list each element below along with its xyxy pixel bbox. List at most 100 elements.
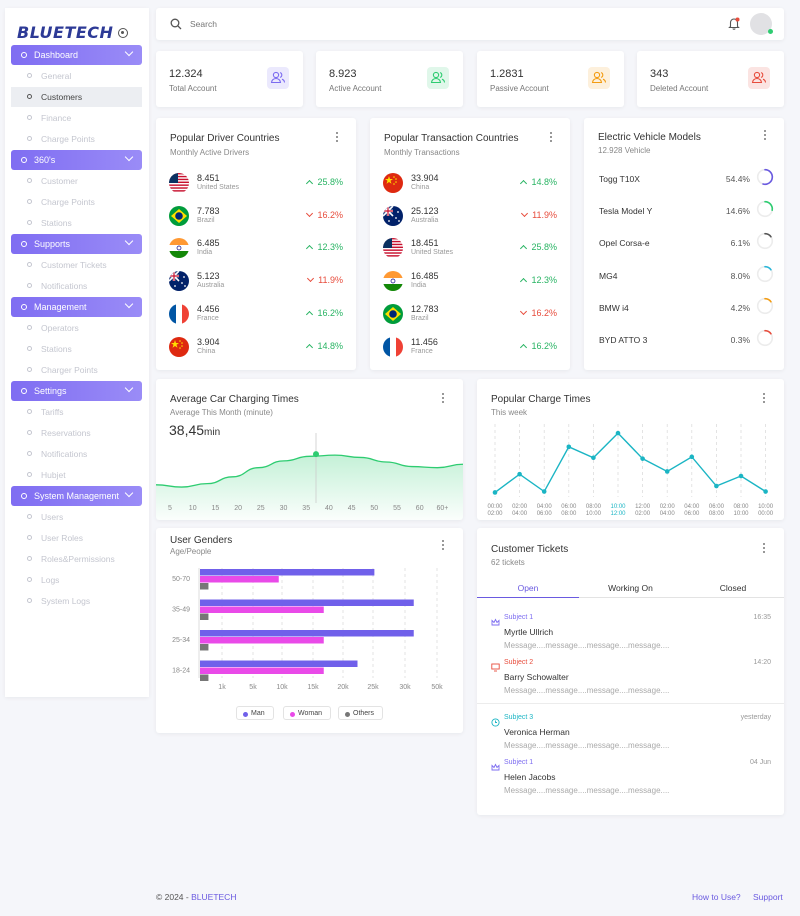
country-row-australia[interactable]: 25.123 Australia 11.9% (383, 205, 557, 227)
country-row-brazil[interactable]: 12.783 Brazil 16.2% (383, 303, 557, 325)
sidebar-item-label: Users (41, 512, 64, 522)
ev-model-percent: 0.3% (730, 335, 750, 345)
more-options-icon[interactable] (336, 132, 339, 143)
sidebar-item-customer-tickets[interactable]: Customer Tickets (11, 255, 142, 275)
popular-charge-card: Popular Charge Times This week 00:00 02:0… (477, 379, 784, 520)
ev-row-tesla-model-y[interactable]: Tesla Model Y 14.6% (599, 200, 774, 220)
copyright-text: © 2024 - (156, 892, 189, 902)
brand-logo[interactable]: BLUETECH (17, 23, 114, 42)
nav-group-system-management[interactable]: System Management (11, 486, 142, 506)
sidebar-item-reservations[interactable]: Reservations (11, 423, 142, 443)
ticket-item[interactable]: Subject 1 04 Jun Helen Jacobs Message....me… (491, 759, 771, 799)
country-row-india[interactable]: 6.485 India 12.3% (169, 237, 343, 259)
ev-row-mg4[interactable]: MG4 8.0% (599, 265, 774, 285)
ticket-time: 16:35 (753, 614, 771, 621)
arrow-up-icon (306, 310, 314, 318)
search-input[interactable] (190, 16, 490, 32)
country-row-france[interactable]: 4.456 France 16.2% (169, 303, 343, 325)
arrow-down-icon (521, 209, 529, 217)
sidebar-item-finance[interactable]: Finance (11, 108, 142, 128)
more-options-icon[interactable] (442, 393, 445, 404)
sidebar-item-roles-permissions[interactable]: Roles&Permissions (11, 549, 142, 569)
tab-open[interactable]: Open (477, 578, 579, 598)
how-to-use-link[interactable]: How to Use? (692, 892, 741, 902)
ev-model-percent: 4.2% (730, 302, 750, 313)
ev-row-bmw-i4[interactable]: BMW i4 4.2% (599, 297, 774, 317)
average-unit: min (204, 427, 221, 438)
footer-brand-link[interactable]: BLUETECH (191, 892, 237, 902)
ev-row-opel-corsa-e[interactable]: Opel Corsa-e 6.1% (599, 232, 774, 252)
ticket-item[interactable]: Subject 2 14:20 Barry Schowalter Message...… (477, 659, 784, 704)
progress-ring (756, 265, 774, 283)
nav-group-dashboard[interactable]: Dashboard (11, 45, 142, 65)
x-tick-label: 00:00 (758, 511, 774, 517)
change-percent: 16.2% (306, 308, 343, 318)
country-row-united-states[interactable]: 8.451 United States 25.8% (169, 172, 343, 194)
sidebar-item-label: Charge Points (41, 197, 95, 207)
sidebar-item-users[interactable]: Users (11, 507, 142, 527)
more-options-icon[interactable] (763, 393, 766, 404)
avatar[interactable] (750, 13, 773, 35)
sidebar-item-user-roles[interactable]: User Roles (11, 528, 142, 548)
ticket-message: Message....message....message....message… (504, 641, 670, 650)
ev-row-togg-t10x[interactable]: Togg T10X 54.4% (599, 168, 774, 188)
country-name: Australia (411, 216, 439, 224)
ticket-customer-name: Myrtle Ullrich (504, 627, 554, 637)
sidebar-item-logs[interactable]: Logs (11, 570, 142, 590)
legend-woman[interactable]: Woman (283, 706, 331, 720)
average-number: 38,45 (169, 422, 205, 438)
country-row-australia[interactable]: 5.123 Australia 11.9% (169, 270, 343, 292)
sidebar-item-system-logs[interactable]: System Logs (11, 591, 142, 611)
sidebar-toggle-icon[interactable] (118, 28, 128, 38)
bell-icon[interactable] (728, 17, 740, 30)
flag-fr-icon (383, 336, 403, 357)
country-row-brazil[interactable]: 7.783 Brazil 16.2% (169, 205, 343, 227)
chevron-down-icon (124, 47, 134, 57)
sidebar-item-general[interactable]: General (11, 66, 142, 86)
ev-row-byd-atto-3[interactable]: BYD ATTO 3 0.3% (599, 329, 774, 349)
y-tick-label: 25-34 (172, 637, 190, 644)
crown-icon (491, 759, 500, 771)
tab-closed[interactable]: Closed (682, 578, 784, 598)
country-row-france[interactable]: 11.456 France 16.2% (383, 336, 557, 358)
ticket-item[interactable]: Subject 3 yesterday Veronica Herman Message… (491, 714, 771, 754)
more-options-icon[interactable] (764, 130, 767, 141)
country-row-united-states[interactable]: 18.451 United States 25.8% (383, 237, 557, 259)
nav-group-360-s[interactable]: 360's (11, 150, 142, 170)
stat-card-passive-account[interactable]: 1.2831 Passive Account (477, 51, 624, 107)
sidebar-item-operators[interactable]: Operators (11, 318, 142, 338)
x-tick-label: 10:00 (733, 511, 749, 517)
nav-group-supports[interactable]: Supports (11, 234, 142, 254)
legend-others[interactable]: Others (338, 706, 384, 720)
country-row-china[interactable]: 3.904 China 14.8% (169, 336, 343, 358)
more-options-icon[interactable] (763, 543, 766, 554)
sidebar-item-hubjet[interactable]: Hubjet (11, 465, 142, 485)
hover-marker (313, 451, 319, 458)
more-options-icon[interactable] (550, 132, 553, 143)
data-point (689, 454, 695, 460)
sidebar-item-charger-points[interactable]: Charger Points (11, 360, 142, 380)
sidebar-item-charge-points[interactable]: Charge Points (11, 129, 142, 149)
stat-card-active-account[interactable]: 8.923 Active Account (316, 51, 463, 107)
nav-group-settings[interactable]: Settings (11, 381, 142, 401)
sidebar-item-customer[interactable]: Customer (11, 171, 142, 191)
country-row-china[interactable]: 33.904 China 14.8% (383, 172, 557, 194)
legend-man[interactable]: Man (236, 706, 274, 720)
country-value: 11.456 (411, 336, 438, 347)
sidebar-item-charge-points[interactable]: Charge Points (11, 192, 142, 212)
sidebar-item-notifications[interactable]: Notifications (11, 444, 142, 464)
more-options-icon[interactable] (442, 540, 445, 551)
support-link[interactable]: Support (753, 892, 783, 902)
country-value: 16.485 (411, 271, 439, 282)
sidebar-item-customers[interactable]: Customers (11, 87, 142, 107)
sidebar-item-tariffs[interactable]: Tariffs (11, 402, 142, 422)
country-row-india[interactable]: 16.485 India 12.3% (383, 270, 557, 292)
tab-working-on[interactable]: Working On (579, 578, 682, 598)
stat-card-total-account[interactable]: 12.324 Total Account (156, 51, 303, 107)
ticket-item[interactable]: Subject 1 16:35 Myrtle Ullrich Message....m… (491, 614, 771, 654)
nav-group-management[interactable]: Management (11, 297, 142, 317)
stat-card-deleted-account[interactable]: 343 Deleted Account (637, 51, 784, 107)
sidebar-item-notifications[interactable]: Notifications (11, 276, 142, 296)
sidebar-item-stations[interactable]: Stations (11, 339, 142, 359)
sidebar-item-stations[interactable]: Stations (11, 213, 142, 233)
